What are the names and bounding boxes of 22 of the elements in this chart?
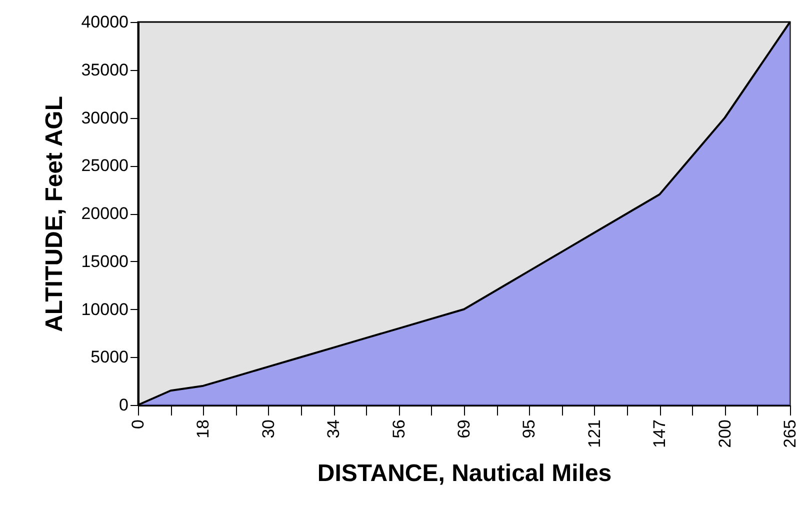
x-tick-label: 121 — [584, 420, 604, 448]
x-tick-label: 30 — [258, 420, 278, 438]
y-tick-label: 0 — [119, 396, 128, 414]
y-tick-label: 30000 — [81, 108, 128, 128]
y-tick-label: 35000 — [81, 60, 128, 80]
y-tick-label: 25000 — [81, 156, 128, 176]
y-axis-title: ALTITUDE, Feet AGL — [41, 96, 68, 332]
y-tick-label: 20000 — [81, 204, 128, 223]
x-tick-label: 18 — [194, 420, 213, 438]
x-tick-label: 95 — [520, 420, 539, 438]
x-tick-label: 0 — [128, 420, 148, 429]
x-tick-label: 69 — [454, 420, 474, 438]
y-tick-label: 5000 — [90, 348, 128, 367]
x-tick-label: 265 — [780, 420, 799, 448]
x-tick-label: 56 — [389, 420, 408, 438]
y-tick-label: 40000 — [81, 12, 128, 32]
x-tick-label: 200 — [715, 420, 734, 448]
y-tick-label: 15000 — [81, 252, 128, 271]
y-tick-label: 10000 — [81, 300, 128, 319]
x-axis-title: DISTANCE, Nautical Miles — [317, 460, 612, 487]
x-tick-label: 34 — [324, 420, 344, 438]
x-tick-label: 147 — [650, 420, 670, 448]
